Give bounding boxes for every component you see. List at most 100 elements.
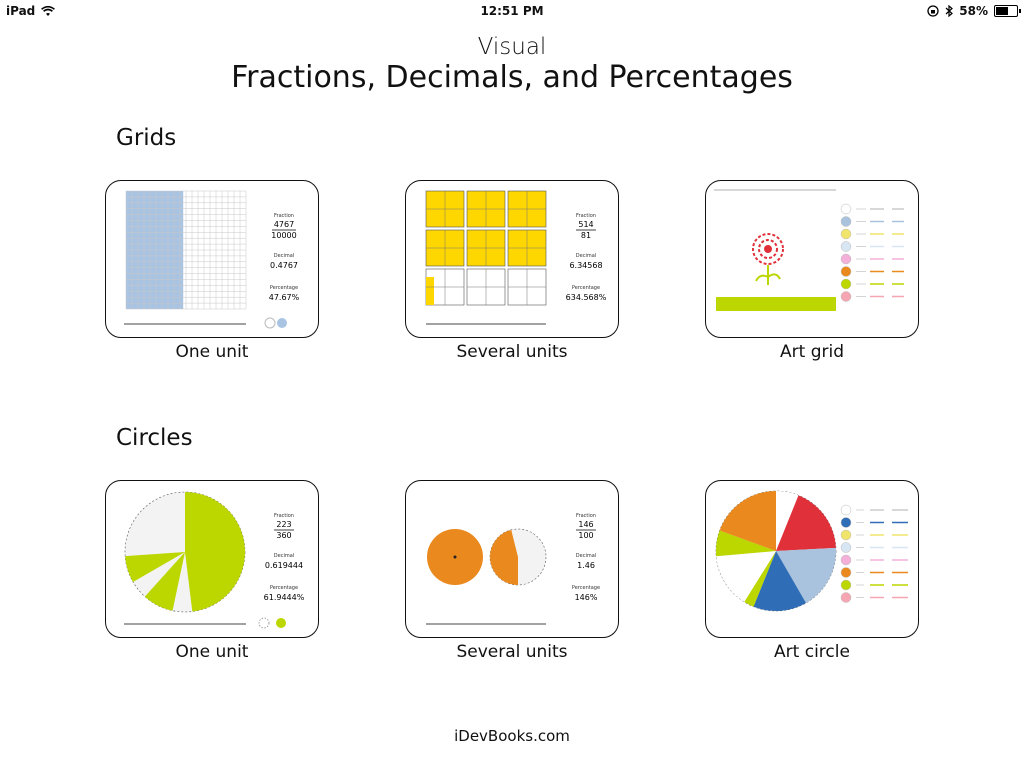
percent-caption: Percentage <box>270 585 298 591</box>
status-right: 58% <box>927 4 1021 18</box>
card-label-grid-several-units[interactable]: Several units <box>456 342 568 362</box>
art-grid-legend <box>840 203 904 302</box>
legend-swatch <box>840 542 852 553</box>
legend-swatch <box>840 266 852 277</box>
fraction-caption: Fraction <box>576 213 596 219</box>
section-heading-circles: Circles <box>116 425 193 451</box>
battery-percent: 58% <box>959 4 988 18</box>
decimal-caption: Decimal <box>274 553 294 559</box>
card-grid-one-unit[interactable]: Fraction 4767 10000 Decimal 0.4767 Perce… <box>105 180 319 338</box>
section-heading-grids: Grids <box>116 125 177 151</box>
battery-tip <box>1019 9 1021 13</box>
card-label-art-circle[interactable]: Art circle <box>774 642 850 662</box>
decimal-value: 6.34568 <box>569 261 602 270</box>
flower-head <box>752 233 784 265</box>
lime-swatch <box>276 618 286 628</box>
legend-swatch <box>840 278 852 290</box>
status-bar: iPad 12:51 PM 58% <box>0 0 1024 22</box>
partial-unit-slices <box>490 529 518 585</box>
flower-stem <box>755 265 781 285</box>
card-label-circle-several-units[interactable]: Several units <box>456 642 568 662</box>
art-slice <box>719 491 776 551</box>
percent-caption: Percentage <box>572 585 600 591</box>
card-label-grid-one-unit[interactable]: One unit <box>175 342 249 362</box>
legend-swatch <box>840 567 852 578</box>
grass-band <box>716 297 836 311</box>
legend-swatch <box>840 517 852 528</box>
legend-swatch <box>840 253 852 265</box>
card-circle-one-unit[interactable]: Fraction 223 360 Decimal 0.619444 Percen… <box>105 480 319 638</box>
art-slice <box>716 530 776 557</box>
legend-swatch <box>840 241 852 252</box>
art-slice <box>776 495 836 551</box>
legend-swatch <box>840 203 852 215</box>
decimal-caption: Decimal <box>576 253 596 259</box>
card-art-circle[interactable] <box>705 480 919 638</box>
percent-value: 47.67% <box>269 293 300 302</box>
orientation-lock-icon <box>927 5 939 17</box>
orange-slice <box>490 529 518 585</box>
art-slice <box>753 551 806 611</box>
art-slice <box>744 551 776 607</box>
card-art-grid[interactable] <box>705 180 919 338</box>
battery-fill <box>996 7 1008 15</box>
percent-value: 146% <box>575 593 598 602</box>
percent-caption: Percentage <box>572 285 600 291</box>
fraction-denominator: 100 <box>578 531 593 540</box>
wifi-icon <box>41 5 56 16</box>
decimal-value: 1.46 <box>577 561 595 570</box>
art-slice <box>776 491 799 551</box>
status-left: iPad <box>6 4 56 18</box>
fraction-caption: Fraction <box>274 513 294 519</box>
card-circle-several-units[interactable]: Fraction 146 100 Decimal 1.46 Percentage… <box>405 480 619 638</box>
lime-slice <box>185 492 245 612</box>
grid-one-unit-preview: Fraction 4767 10000 Decimal 0.4767 Perce… <box>124 190 300 329</box>
card-label-art-grid[interactable]: Art grid <box>780 342 844 362</box>
lime-slice <box>125 552 185 582</box>
fraction-numerator: 223 <box>276 520 291 529</box>
empty-swatch <box>264 317 276 329</box>
grid-several-units-preview: Fraction 514 81 Decimal 6.34568 Percenta… <box>425 190 607 325</box>
art-slice <box>776 547 836 603</box>
card-label-circle-one-unit[interactable]: One unit <box>175 642 249 662</box>
battery-icon <box>994 5 1021 17</box>
bluetooth-icon <box>945 5 954 17</box>
status-time: 12:51 PM <box>480 4 544 18</box>
decimal-caption: Decimal <box>576 553 596 559</box>
legend-swatch <box>840 216 852 227</box>
legend-swatch <box>840 529 852 541</box>
legend-swatch <box>840 291 852 302</box>
blue-swatch <box>277 318 287 328</box>
page-subtitle: Visual <box>477 34 547 60</box>
unit-circle-slices <box>125 492 245 612</box>
art-circle-preview <box>715 490 908 612</box>
legend-swatch <box>840 554 852 566</box>
circle-center <box>453 555 457 559</box>
percent-value: 634.568% <box>566 293 607 302</box>
legend-swatch <box>840 504 852 516</box>
card-grid-several-units[interactable]: Fraction 514 81 Decimal 6.34568 Percenta… <box>405 180 619 338</box>
device-name: iPad <box>6 4 36 18</box>
several-units-grid <box>425 190 547 306</box>
lime-slice <box>144 552 185 611</box>
fraction-denominator: 10000 <box>271 231 296 240</box>
decimal-value: 0.619444 <box>265 561 303 570</box>
footer-link[interactable]: iDevBooks.com <box>454 727 570 745</box>
fraction-caption: Fraction <box>274 213 294 219</box>
art-grid-preview <box>714 189 904 311</box>
legend-swatch <box>840 592 852 603</box>
fraction-numerator: 4767 <box>274 220 294 229</box>
circle-one-unit-preview: Fraction 223 360 Decimal 0.619444 Percen… <box>124 491 305 629</box>
circle-several-units-preview: Fraction 146 100 Decimal 1.46 Percentage… <box>426 513 600 625</box>
fraction-numerator: 146 <box>578 520 593 529</box>
art-circle-slices <box>716 491 836 611</box>
art-slice <box>716 551 776 602</box>
decimal-caption: Decimal <box>274 253 294 259</box>
partial-fill <box>426 277 434 305</box>
legend-swatch <box>840 579 852 591</box>
percent-caption: Percentage <box>270 285 298 291</box>
fraction-denominator: 360 <box>276 531 291 540</box>
art-circle-legend <box>840 504 908 603</box>
page-title: Fractions, Decimals, and Percentages <box>231 60 793 95</box>
fraction-denominator: 81 <box>581 231 591 240</box>
